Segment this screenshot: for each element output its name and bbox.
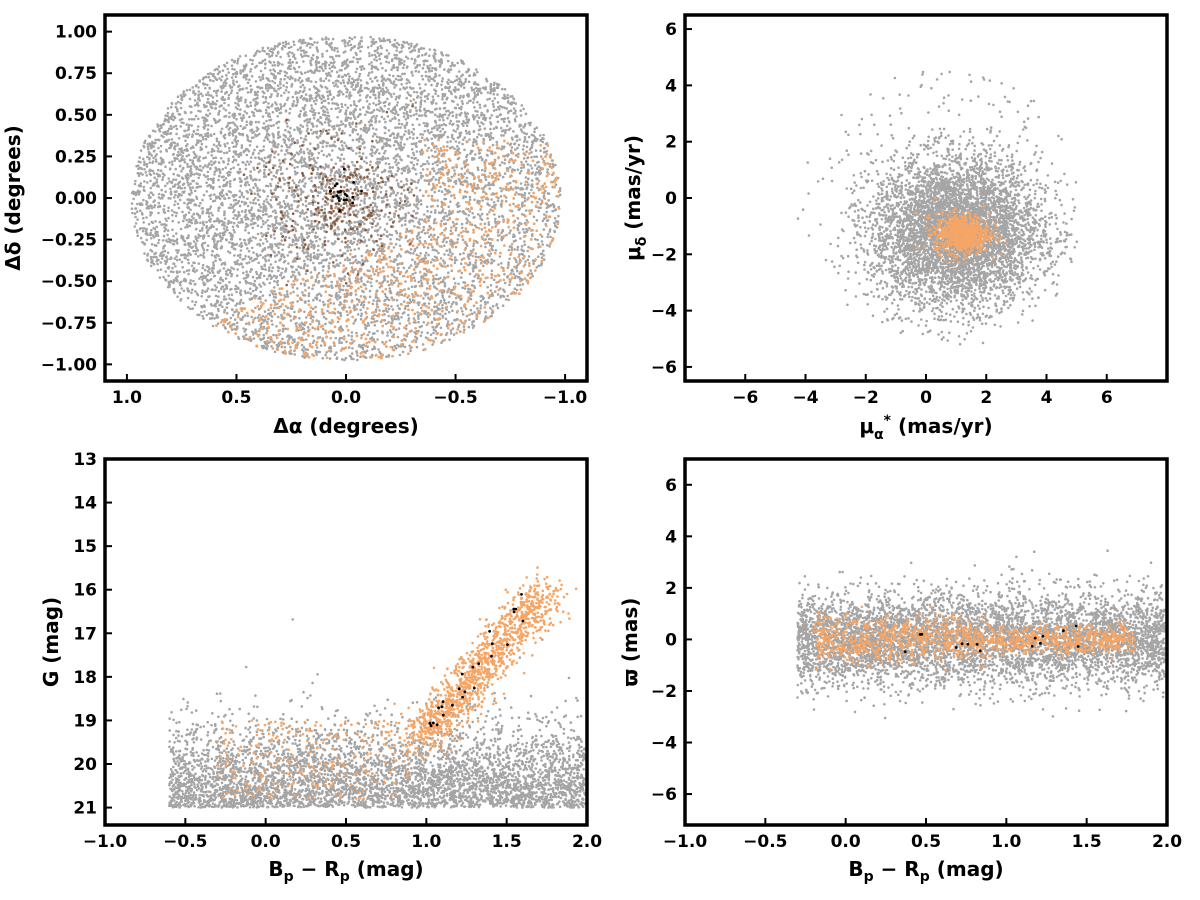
plx-xlabel: Bp − Rp (mag) xyxy=(848,857,1003,885)
plx-ylabel: ϖ (mas) xyxy=(618,598,642,687)
xtick-label: −6 xyxy=(732,388,758,408)
ytick-label: 20 xyxy=(73,755,97,775)
xtick-label: 2.0 xyxy=(572,832,602,852)
ytick-label: 2 xyxy=(665,579,677,599)
sky-ylabel: Δδ (degrees) xyxy=(1,125,25,271)
ytick-label: −2 xyxy=(651,682,677,702)
panel-parallax: −1.0 −0.5 0.0 0.5 1.0 1.5 2.0 −6 −4 −2 0 2 4 6 Bp − R… xyxy=(618,459,1182,885)
sky-xlabel: Δα (degrees) xyxy=(273,414,419,438)
cmd-points xyxy=(168,566,586,809)
field-stars xyxy=(131,36,562,362)
xtick-label: 0.0 xyxy=(251,832,281,852)
field-stars xyxy=(168,618,586,809)
ytick-label: 14 xyxy=(73,494,97,514)
xtick-label: −4 xyxy=(792,388,818,408)
ytick-label: 0 xyxy=(665,630,677,650)
xtick-label: 0.5 xyxy=(221,388,251,408)
xtick-label: 0 xyxy=(920,388,932,408)
xtick-label: 0.0 xyxy=(331,388,361,408)
ytick-label: 4 xyxy=(665,76,677,96)
ytick-label: 0 xyxy=(665,189,677,209)
xtick-label: 2 xyxy=(980,388,992,408)
ytick-label: 4 xyxy=(665,527,677,547)
ytick-label: 13 xyxy=(73,450,97,470)
figure: 1.0 0.5 0.0 −0.5 −1.0−1.00−0.75−0.50−0.250.0… xyxy=(0,0,1200,900)
ytick-label: 6 xyxy=(665,20,677,40)
cmd-ylabel: G (mag) xyxy=(39,597,63,687)
ytick-label: −1.00 xyxy=(41,355,97,375)
ytick-label: 0.50 xyxy=(55,106,97,126)
xtick-label: 4 xyxy=(1041,388,1053,408)
panel-sky-positions: 1.0 0.5 0.0 −0.5 −1.0 −1.00 −0.75 −0.50 −0.25 0.0… xyxy=(1,15,587,438)
xtick-label: −0.5 xyxy=(163,832,207,852)
ytick-label: 18 xyxy=(73,668,97,688)
ytick-label: −6 xyxy=(651,358,677,378)
xtick-label: 1.0 xyxy=(112,388,142,408)
xtick-label: 1.0 xyxy=(991,832,1021,852)
ytick-label: −4 xyxy=(651,302,677,322)
ytick-label: −6 xyxy=(651,785,677,805)
xtick-label: 1.0 xyxy=(411,832,441,852)
pm-ylabel: μδ (mas/yr) xyxy=(621,135,650,261)
plx-points xyxy=(796,549,1166,719)
pm-xlabel: μα* (mas/yr) xyxy=(859,413,992,443)
ytick-label: −4 xyxy=(651,734,677,754)
ytick-label: 15 xyxy=(73,537,97,557)
ytick-label: −0.50 xyxy=(41,272,97,292)
xtick-label: −1.0 xyxy=(83,832,128,852)
pm-points xyxy=(797,71,1078,346)
xtick-label: −1.0 xyxy=(663,832,708,852)
xtick-label: 6 xyxy=(1101,388,1113,408)
xtick-label: 2.0 xyxy=(1152,832,1182,852)
ytick-label: 21 xyxy=(73,799,97,819)
sky-points xyxy=(131,36,562,362)
ytick-label: −0.75 xyxy=(41,314,97,334)
ytick-label: 0.75 xyxy=(55,64,97,84)
ytick-label: 17 xyxy=(73,624,97,644)
ytick-label: 16 xyxy=(73,581,97,601)
xtick-label: 1.5 xyxy=(1072,832,1102,852)
xtick-label: 0.0 xyxy=(831,832,861,852)
xtick-label: −0.5 xyxy=(433,388,477,408)
xtick-label: 0.5 xyxy=(331,832,361,852)
ytick-label: 19 xyxy=(73,711,97,731)
ytick-label: 0.25 xyxy=(55,147,97,167)
ytick-label: −2 xyxy=(651,245,677,265)
xtick-label: 1.5 xyxy=(492,832,522,852)
ytick-label: 0.00 xyxy=(55,189,97,209)
xtick-label: −1.0 xyxy=(543,388,588,408)
xtick-label: −2 xyxy=(853,388,879,408)
cmd-xlabel: Bp − Rp (mag) xyxy=(268,857,423,885)
ytick-label: 1.00 xyxy=(55,23,97,43)
ytick-label: 6 xyxy=(665,476,677,496)
panel-cmd: −1.0 −0.5 0.0 0.5 1.0 1.5 2.0 13 14 15 16 17 18 19 20 2… xyxy=(39,450,602,885)
panel-proper-motion: −6 −4 −2 0 2 4 6 −6 −4 −2 0 2 4 6 μα* (mas/yr) μδ (ma… xyxy=(621,15,1167,443)
xtick-label: −0.5 xyxy=(743,832,787,852)
xtick-label: 0.5 xyxy=(911,832,941,852)
ytick-label: 2 xyxy=(665,133,677,153)
field-stars xyxy=(797,71,1078,346)
ytick-label: −0.25 xyxy=(41,231,97,251)
